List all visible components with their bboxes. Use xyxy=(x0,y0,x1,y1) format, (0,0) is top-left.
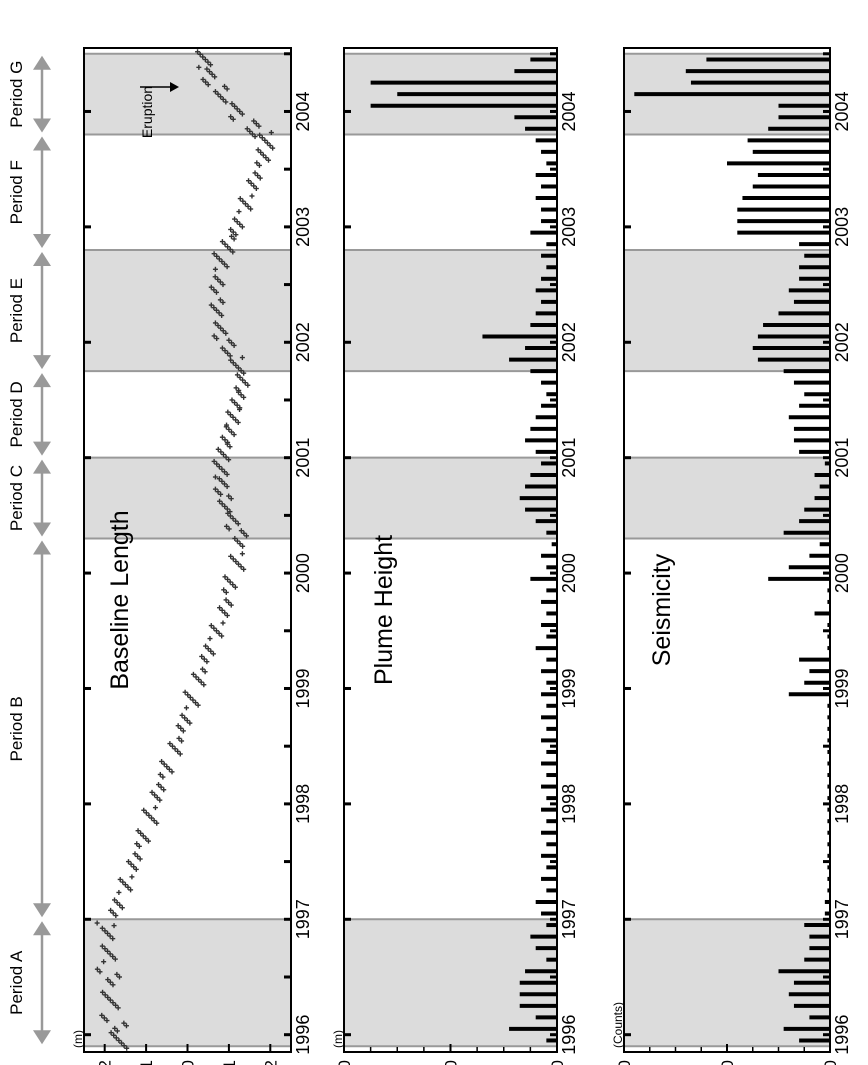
period-arrowhead-icon xyxy=(33,921,51,936)
period-arrowhead-icon xyxy=(33,233,51,248)
x-tick-label: 1996 xyxy=(832,1015,852,1055)
x-tick-label: 2003 xyxy=(832,207,852,247)
y-tick-label: -0.02 xyxy=(261,1060,280,1065)
x-tick-label: 2004 xyxy=(832,91,852,131)
unit-label: (Counts) xyxy=(611,1002,625,1048)
shaded-period xyxy=(344,249,557,372)
eruption-label: Eruption xyxy=(139,86,155,138)
x-tick-label: 1998 xyxy=(293,784,313,824)
y-tick-label: 4000 xyxy=(615,1060,634,1065)
y-tick-label: -0.01 xyxy=(220,1060,239,1065)
x-tick-label: 2000 xyxy=(832,553,852,593)
period-label: Period D xyxy=(7,381,26,447)
panel-title: Plume Height xyxy=(370,535,398,685)
x-tick-label: 2001 xyxy=(832,438,852,478)
x-tick-label: 2001 xyxy=(559,438,579,478)
period-arrowhead-icon xyxy=(33,355,51,370)
x-tick-label: 2003 xyxy=(293,207,313,247)
x-tick-label: 1996 xyxy=(293,1015,313,1055)
y-tick-label: 0 xyxy=(179,1060,198,1065)
plume-height-panel: 1996 1997 1998 1999 2000 2001 2002 2003 2004 4000… xyxy=(331,47,579,1065)
unit-label: (m) xyxy=(331,1030,345,1048)
y-tick-label: 2000 xyxy=(442,1060,461,1065)
y-tick-label: 0.02 xyxy=(96,1060,115,1065)
x-tick-label: 1999 xyxy=(559,668,579,708)
unit-label: (m) xyxy=(71,1030,85,1048)
period-arrowhead-icon xyxy=(33,540,51,555)
x-tick-label: 2004 xyxy=(559,91,579,131)
y-tick-label: 0.01 xyxy=(137,1060,156,1065)
shaded-period xyxy=(84,249,291,372)
period-arrowhead-icon xyxy=(33,118,51,133)
y-tick-label: 0 xyxy=(548,1060,567,1065)
x-tick-label: 1999 xyxy=(832,668,852,708)
y-tick-label: 0 xyxy=(821,1060,840,1065)
period-arrowhead-icon xyxy=(33,251,51,266)
period-label: Period B xyxy=(7,696,26,761)
x-tick-label: 1999 xyxy=(293,668,313,708)
x-tick-label: 1996 xyxy=(559,1015,579,1055)
x-tick-label: 1997 xyxy=(559,899,579,939)
x-tick-label: 1997 xyxy=(293,899,313,939)
period-arrowhead-icon xyxy=(33,373,51,388)
period-label: Period E xyxy=(7,278,26,343)
period-arrowhead-icon xyxy=(33,136,51,151)
x-tick-label: 1998 xyxy=(832,784,852,824)
shaded-period xyxy=(84,457,291,539)
shaded-period xyxy=(84,919,291,1047)
period-label: Period F xyxy=(7,160,26,224)
x-tick-label: 1997 xyxy=(832,899,852,939)
x-tick-label: 2003 xyxy=(559,207,579,247)
x-tick-label: 1998 xyxy=(559,784,579,824)
period-arrowhead-icon xyxy=(33,522,51,537)
baseline-length-panel: 1996 1997 1998 1999 2000 2001 2002 2003 2004 0.02… xyxy=(71,47,313,1065)
shaded-period xyxy=(624,457,830,539)
y-tick-label: 2000 xyxy=(718,1060,737,1065)
panel-title: Baseline Length xyxy=(106,510,134,689)
y-tick-label: 4000 xyxy=(335,1060,354,1065)
x-tick-label: 2000 xyxy=(293,553,313,593)
x-tick-label: 2000 xyxy=(559,553,579,593)
x-tick-label: 2002 xyxy=(559,322,579,362)
x-tick-label: 2002 xyxy=(832,322,852,362)
period-arrowhead-icon xyxy=(33,1030,51,1045)
period-label: Period G xyxy=(7,61,26,128)
x-tick-label: 2001 xyxy=(293,438,313,478)
x-tick-label: 2004 xyxy=(293,91,313,131)
period-arrowhead-icon xyxy=(33,903,51,918)
period-arrowhead-icon xyxy=(33,55,51,70)
period-label: Period A xyxy=(7,950,26,1015)
shaded-period xyxy=(624,249,830,372)
period-arrowhead-icon xyxy=(33,459,51,474)
x-tick-label: 2002 xyxy=(293,322,313,362)
panel-title: Seismicity xyxy=(648,553,676,666)
eruption-arrowhead-icon xyxy=(170,82,179,92)
period-arrowhead-icon xyxy=(33,441,51,456)
period-label: Period C xyxy=(7,465,26,531)
period-annotations: Period A Period B Period C Period D Period E… xyxy=(7,55,51,1045)
shaded-period xyxy=(84,53,291,135)
seismicity-panel: 1996 1997 1998 1999 2000 2001 2002 2003 2004 4000… xyxy=(611,47,852,1065)
